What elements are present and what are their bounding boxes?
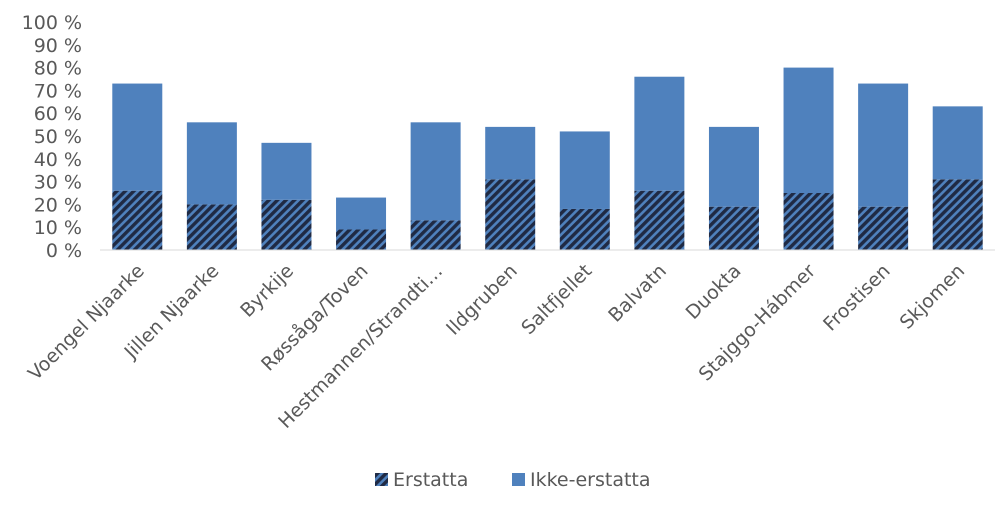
y-tick-label: 50 % bbox=[34, 126, 82, 148]
x-category-label: Balvatn bbox=[604, 260, 671, 327]
bar-ikke-erstatta bbox=[186, 122, 237, 205]
y-tick-label: 100 % bbox=[22, 12, 82, 34]
y-axis: 0 %10 %20 %30 %40 %50 %60 %70 %80 %90 %1… bbox=[22, 12, 82, 262]
bar-erstatta bbox=[410, 220, 461, 250]
y-tick-label: 40 % bbox=[34, 149, 82, 171]
bar-ikke-erstatta bbox=[261, 142, 312, 200]
legend-swatch-erstatta bbox=[375, 473, 388, 486]
bar-erstatta bbox=[708, 206, 759, 250]
x-category-label: Ildgruben bbox=[442, 260, 522, 340]
bar-erstatta bbox=[186, 204, 237, 250]
y-tick-label: 90 % bbox=[34, 35, 82, 57]
x-category-label: Duokta bbox=[682, 260, 746, 324]
bar-ikke-erstatta bbox=[932, 106, 983, 180]
bar-erstatta bbox=[858, 206, 909, 250]
bar-ikke-erstatta bbox=[858, 83, 909, 207]
bar-erstatta bbox=[932, 179, 983, 250]
y-tick-label: 30 % bbox=[34, 172, 82, 194]
bar-erstatta bbox=[336, 229, 387, 250]
bar-ikke-erstatta bbox=[410, 122, 461, 221]
bar-erstatta bbox=[634, 190, 685, 250]
y-tick-label: 10 % bbox=[34, 217, 82, 239]
legend-swatch-ikke-erstatta bbox=[512, 473, 525, 486]
legend-label-erstatta: Erstatta bbox=[393, 469, 468, 491]
y-tick-label: 80 % bbox=[34, 58, 82, 80]
bars bbox=[112, 67, 983, 250]
bar-erstatta bbox=[485, 179, 536, 250]
x-category-label: Byrkije bbox=[236, 260, 298, 322]
bar-ikke-erstatta bbox=[485, 126, 536, 180]
x-category-label: Frostisen bbox=[819, 260, 895, 336]
bar-erstatta bbox=[261, 199, 312, 250]
bar-ikke-erstatta bbox=[634, 76, 685, 191]
bar-erstatta bbox=[112, 190, 163, 250]
y-tick-label: 0 % bbox=[46, 240, 82, 262]
x-category-label: Saltfjellet bbox=[517, 260, 596, 339]
bar-erstatta bbox=[559, 208, 610, 250]
bar-ikke-erstatta bbox=[708, 126, 759, 207]
bar-erstatta bbox=[783, 193, 834, 250]
x-category-label: Skjomen bbox=[896, 260, 970, 334]
y-tick-label: 60 % bbox=[34, 103, 82, 125]
bar-ikke-erstatta bbox=[336, 197, 387, 230]
bar-ikke-erstatta bbox=[559, 131, 610, 209]
x-category-label: Voengel Njaarke bbox=[24, 260, 149, 385]
legend-label-ikke-erstatta: Ikke-erstatta bbox=[530, 469, 651, 491]
y-tick-label: 20 % bbox=[34, 194, 82, 216]
bar-ikke-erstatta bbox=[783, 67, 834, 193]
bar-ikke-erstatta bbox=[112, 83, 163, 191]
legend: Erstatta Ikke-erstatta bbox=[375, 469, 651, 491]
y-tick-label: 70 % bbox=[34, 80, 82, 102]
